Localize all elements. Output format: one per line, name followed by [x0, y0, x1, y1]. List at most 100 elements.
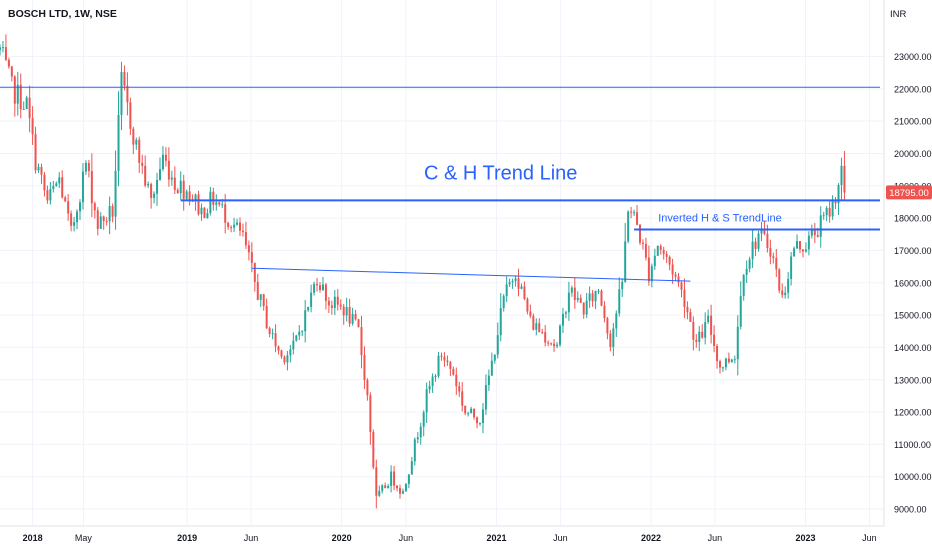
- candle-body: [733, 359, 736, 361]
- candle-body: [650, 266, 653, 282]
- candle-body: [514, 278, 517, 281]
- candle-body: [153, 193, 156, 198]
- y-tick-label: 17000.00: [894, 246, 932, 256]
- candle-body: [742, 274, 745, 296]
- y-tick-label: 15000.00: [894, 311, 932, 321]
- x-tick-label: 2019: [177, 533, 197, 543]
- candle-body: [224, 204, 227, 223]
- candle-body: [277, 346, 280, 351]
- candle-body: [393, 471, 396, 486]
- candle-body: [363, 355, 366, 380]
- candle-body: [612, 328, 615, 347]
- candle-body: [218, 202, 221, 205]
- candle-body: [265, 306, 268, 329]
- candle-body: [247, 245, 250, 253]
- candle-body: [594, 290, 597, 302]
- candle-body: [176, 189, 179, 194]
- candle-body: [775, 258, 778, 270]
- candle-body: [553, 343, 556, 347]
- candle-body: [197, 194, 200, 215]
- candle-body: [259, 294, 262, 300]
- candle-body: [345, 306, 348, 316]
- annotation-layer: C & H Trend Line Inverted H & S TrendLine: [424, 162, 782, 224]
- candle-body: [188, 191, 191, 200]
- candle-body: [458, 386, 461, 392]
- candle-body: [173, 177, 176, 190]
- candle-body: [689, 312, 692, 322]
- candle-body: [680, 282, 683, 290]
- candle-body: [401, 491, 404, 494]
- candle-body: [233, 224, 236, 228]
- candle-body: [52, 186, 55, 190]
- candle-body: [354, 313, 357, 320]
- chart-annotation: C & H Trend Line: [424, 162, 577, 184]
- candle-body: [730, 359, 733, 363]
- candle-body: [544, 332, 547, 343]
- candle-body: [123, 71, 126, 86]
- candle-body: [837, 184, 840, 204]
- symbol-title: BOSCH LTD, 1W, NSE: [8, 8, 117, 20]
- candle-body: [659, 245, 662, 251]
- candle-body: [0, 47, 1, 51]
- candle-body: [760, 228, 763, 234]
- candle-body: [624, 241, 627, 282]
- candle-body: [561, 313, 564, 326]
- time-axis-background: [0, 526, 932, 550]
- candle-body: [490, 360, 493, 376]
- candle-body: [399, 488, 401, 494]
- candle-body: [22, 108, 25, 110]
- candle-body: [236, 222, 239, 225]
- candle-body: [727, 358, 730, 363]
- candle-body: [289, 349, 292, 356]
- candle-body: [378, 490, 381, 496]
- candle-body: [440, 355, 443, 357]
- candle-body: [467, 413, 470, 415]
- candle-body: [790, 256, 793, 280]
- candle-body: [301, 331, 304, 333]
- candle-body: [84, 162, 87, 172]
- candle-body: [209, 191, 212, 214]
- trend-line-layer: [0, 86, 880, 282]
- candle-body: [141, 162, 144, 166]
- candle-body: [64, 197, 67, 202]
- candle-body: [90, 171, 93, 204]
- time-axis[interactable]: 2018 May 2019 Jun 2020 Jun 2021 Jun 2022 Jun 2023 J…: [23, 533, 877, 543]
- candle-body: [194, 194, 197, 202]
- candle-body: [701, 331, 704, 338]
- candle-body: [25, 97, 28, 109]
- candle-body: [375, 467, 378, 496]
- last-price-value: 18795.00: [889, 188, 929, 199]
- candle-body: [828, 207, 831, 217]
- last-price-tag-background: [886, 185, 932, 200]
- candle-body: [407, 474, 410, 484]
- candle-body: [227, 222, 230, 228]
- candle-body: [449, 361, 452, 369]
- candle-body: [144, 165, 147, 186]
- y-tick-label: 23000.00: [894, 52, 932, 62]
- x-tick-label: 2021: [486, 533, 506, 543]
- x-tick-label: Jun: [244, 533, 259, 543]
- candle-body: [627, 211, 630, 242]
- candle-body: [167, 160, 170, 180]
- candle-body: [81, 171, 84, 203]
- candle-body: [310, 292, 313, 307]
- candle-body: [313, 283, 316, 293]
- candle-body: [117, 114, 120, 171]
- sloped-neckline[interactable]: [251, 267, 691, 282]
- candle-body: [212, 191, 215, 205]
- candle-body: [476, 417, 479, 424]
- candle-body: [559, 325, 561, 345]
- y-tick-label: 12000.00: [894, 408, 932, 418]
- y-tick-label: 14000.00: [894, 343, 932, 353]
- candle-body: [567, 292, 570, 313]
- price-axis-background: [884, 0, 932, 550]
- candle-body: [161, 154, 164, 170]
- candle-body: [736, 326, 739, 360]
- x-tick-label: Jun: [399, 533, 414, 543]
- price-axis[interactable]: 9000.00 10000.00 11000.00 12000.00 13000.00 1…: [894, 52, 932, 515]
- y-tick-label: 13000.00: [894, 375, 932, 385]
- candle-body: [253, 262, 256, 282]
- candle-body: [769, 248, 772, 257]
- y-tick-label: 20000.00: [894, 149, 932, 159]
- candle-body: [591, 293, 594, 302]
